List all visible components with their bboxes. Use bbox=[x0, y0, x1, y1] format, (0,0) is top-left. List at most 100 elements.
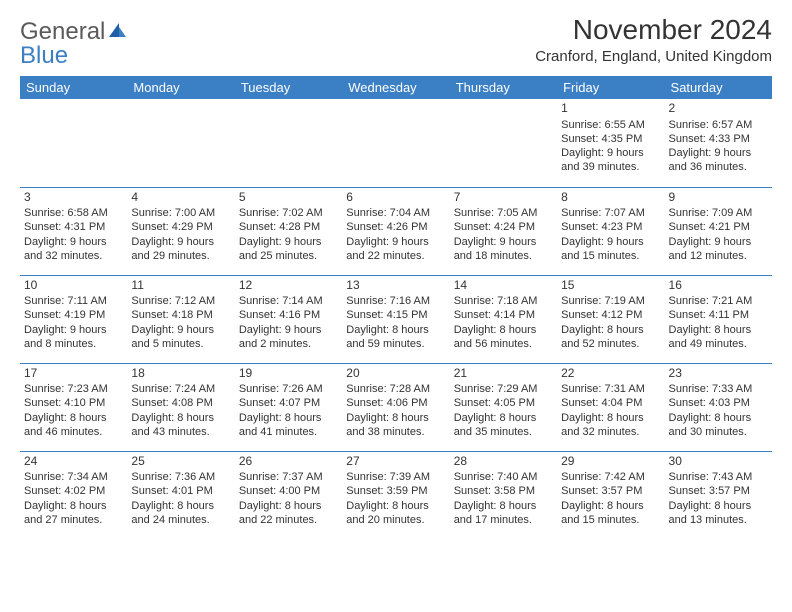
sunset-text: Sunset: 4:35 PM bbox=[561, 132, 660, 146]
calendar-body: 1Sunrise: 6:55 AMSunset: 4:35 PMDaylight… bbox=[20, 99, 772, 539]
daylight-text: Daylight: 8 hours bbox=[346, 499, 445, 513]
sunrise-text: Sunrise: 7:24 AM bbox=[131, 382, 230, 396]
sunrise-text: Sunrise: 7:43 AM bbox=[669, 470, 768, 484]
calendar-cell: 23Sunrise: 7:33 AMSunset: 4:03 PMDayligh… bbox=[665, 363, 772, 451]
daylight-text: and 5 minutes. bbox=[131, 337, 230, 351]
daylight-text: and 24 minutes. bbox=[131, 513, 230, 527]
calendar-cell: 10Sunrise: 7:11 AMSunset: 4:19 PMDayligh… bbox=[20, 275, 127, 363]
daylight-text: Daylight: 8 hours bbox=[346, 323, 445, 337]
sunrise-text: Sunrise: 7:31 AM bbox=[561, 382, 660, 396]
daylight-text: Daylight: 9 hours bbox=[454, 235, 553, 249]
calendar-cell bbox=[450, 99, 557, 187]
daylight-text: Daylight: 9 hours bbox=[239, 235, 338, 249]
calendar-week: 24Sunrise: 7:34 AMSunset: 4:02 PMDayligh… bbox=[20, 451, 772, 539]
day-number: 7 bbox=[454, 190, 553, 206]
sunset-text: Sunset: 4:12 PM bbox=[561, 308, 660, 322]
daylight-text: Daylight: 9 hours bbox=[24, 323, 123, 337]
daylight-text: and 12 minutes. bbox=[669, 249, 768, 263]
day-header: Saturday bbox=[665, 76, 772, 99]
sunrise-text: Sunrise: 6:58 AM bbox=[24, 206, 123, 220]
sunset-text: Sunset: 4:19 PM bbox=[24, 308, 123, 322]
sunset-text: Sunset: 4:18 PM bbox=[131, 308, 230, 322]
daylight-text: and 25 minutes. bbox=[239, 249, 338, 263]
sunrise-text: Sunrise: 7:34 AM bbox=[24, 470, 123, 484]
sunrise-text: Sunrise: 7:14 AM bbox=[239, 294, 338, 308]
sunrise-text: Sunrise: 7:11 AM bbox=[24, 294, 123, 308]
daylight-text: and 43 minutes. bbox=[131, 425, 230, 439]
calendar-table: SundayMondayTuesdayWednesdayThursdayFrid… bbox=[20, 76, 772, 539]
sunrise-text: Sunrise: 7:36 AM bbox=[131, 470, 230, 484]
calendar-cell: 20Sunrise: 7:28 AMSunset: 4:06 PMDayligh… bbox=[342, 363, 449, 451]
day-number: 10 bbox=[24, 278, 123, 294]
day-number: 24 bbox=[24, 454, 123, 470]
day-number: 27 bbox=[346, 454, 445, 470]
daylight-text: and 38 minutes. bbox=[346, 425, 445, 439]
day-number: 15 bbox=[561, 278, 660, 294]
sunset-text: Sunset: 4:01 PM bbox=[131, 484, 230, 498]
day-number: 4 bbox=[131, 190, 230, 206]
daylight-text: Daylight: 8 hours bbox=[669, 323, 768, 337]
calendar-cell: 6Sunrise: 7:04 AMSunset: 4:26 PMDaylight… bbox=[342, 187, 449, 275]
calendar-cell: 3Sunrise: 6:58 AMSunset: 4:31 PMDaylight… bbox=[20, 187, 127, 275]
day-number: 25 bbox=[131, 454, 230, 470]
sunset-text: Sunset: 4:29 PM bbox=[131, 220, 230, 234]
calendar-cell: 1Sunrise: 6:55 AMSunset: 4:35 PMDaylight… bbox=[557, 99, 664, 187]
calendar-cell bbox=[342, 99, 449, 187]
calendar-cell: 21Sunrise: 7:29 AMSunset: 4:05 PMDayligh… bbox=[450, 363, 557, 451]
day-number: 17 bbox=[24, 366, 123, 382]
sunrise-text: Sunrise: 7:40 AM bbox=[454, 470, 553, 484]
location-text: Cranford, England, United Kingdom bbox=[535, 48, 772, 65]
daylight-text: and 52 minutes. bbox=[561, 337, 660, 351]
calendar-cell: 12Sunrise: 7:14 AMSunset: 4:16 PMDayligh… bbox=[235, 275, 342, 363]
day-header: Thursday bbox=[450, 76, 557, 99]
logo-sail-icon bbox=[107, 21, 127, 44]
day-number: 21 bbox=[454, 366, 553, 382]
calendar-cell: 9Sunrise: 7:09 AMSunset: 4:21 PMDaylight… bbox=[665, 187, 772, 275]
daylight-text: and 22 minutes. bbox=[239, 513, 338, 527]
day-header: Friday bbox=[557, 76, 664, 99]
sunset-text: Sunset: 4:31 PM bbox=[24, 220, 123, 234]
daylight-text: Daylight: 9 hours bbox=[346, 235, 445, 249]
daylight-text: and 22 minutes. bbox=[346, 249, 445, 263]
daylight-text: Daylight: 9 hours bbox=[131, 235, 230, 249]
daylight-text: Daylight: 9 hours bbox=[24, 235, 123, 249]
sunset-text: Sunset: 4:15 PM bbox=[346, 308, 445, 322]
sunset-text: Sunset: 4:33 PM bbox=[669, 132, 768, 146]
calendar-cell: 29Sunrise: 7:42 AMSunset: 3:57 PMDayligh… bbox=[557, 451, 664, 539]
calendar-cell: 15Sunrise: 7:19 AMSunset: 4:12 PMDayligh… bbox=[557, 275, 664, 363]
day-header: Sunday bbox=[20, 76, 127, 99]
daylight-text: and 46 minutes. bbox=[24, 425, 123, 439]
daylight-text: Daylight: 8 hours bbox=[669, 499, 768, 513]
sunset-text: Sunset: 4:07 PM bbox=[239, 396, 338, 410]
daylight-text: Daylight: 8 hours bbox=[561, 323, 660, 337]
calendar-cell: 14Sunrise: 7:18 AMSunset: 4:14 PMDayligh… bbox=[450, 275, 557, 363]
daylight-text: Daylight: 8 hours bbox=[131, 411, 230, 425]
daylight-text: Daylight: 9 hours bbox=[239, 323, 338, 337]
sunrise-text: Sunrise: 7:23 AM bbox=[24, 382, 123, 396]
calendar-cell bbox=[127, 99, 234, 187]
calendar-cell: 19Sunrise: 7:26 AMSunset: 4:07 PMDayligh… bbox=[235, 363, 342, 451]
sunrise-text: Sunrise: 7:19 AM bbox=[561, 294, 660, 308]
calendar-cell: 22Sunrise: 7:31 AMSunset: 4:04 PMDayligh… bbox=[557, 363, 664, 451]
day-number: 30 bbox=[669, 454, 768, 470]
calendar-cell: 26Sunrise: 7:37 AMSunset: 4:00 PMDayligh… bbox=[235, 451, 342, 539]
sunrise-text: Sunrise: 7:18 AM bbox=[454, 294, 553, 308]
day-number: 13 bbox=[346, 278, 445, 294]
day-number: 6 bbox=[346, 190, 445, 206]
daylight-text: and 39 minutes. bbox=[561, 160, 660, 174]
day-number: 23 bbox=[669, 366, 768, 382]
calendar-cell: 30Sunrise: 7:43 AMSunset: 3:57 PMDayligh… bbox=[665, 451, 772, 539]
daylight-text: and 15 minutes. bbox=[561, 513, 660, 527]
sunset-text: Sunset: 4:28 PM bbox=[239, 220, 338, 234]
day-number: 26 bbox=[239, 454, 338, 470]
daylight-text: and 27 minutes. bbox=[24, 513, 123, 527]
sunset-text: Sunset: 4:26 PM bbox=[346, 220, 445, 234]
day-number: 8 bbox=[561, 190, 660, 206]
calendar-cell: 27Sunrise: 7:39 AMSunset: 3:59 PMDayligh… bbox=[342, 451, 449, 539]
sunrise-text: Sunrise: 7:05 AM bbox=[454, 206, 553, 220]
month-title: November 2024 bbox=[535, 14, 772, 46]
daylight-text: Daylight: 9 hours bbox=[669, 235, 768, 249]
daylight-text: and 49 minutes. bbox=[669, 337, 768, 351]
daylight-text: and 32 minutes. bbox=[561, 425, 660, 439]
day-number: 19 bbox=[239, 366, 338, 382]
